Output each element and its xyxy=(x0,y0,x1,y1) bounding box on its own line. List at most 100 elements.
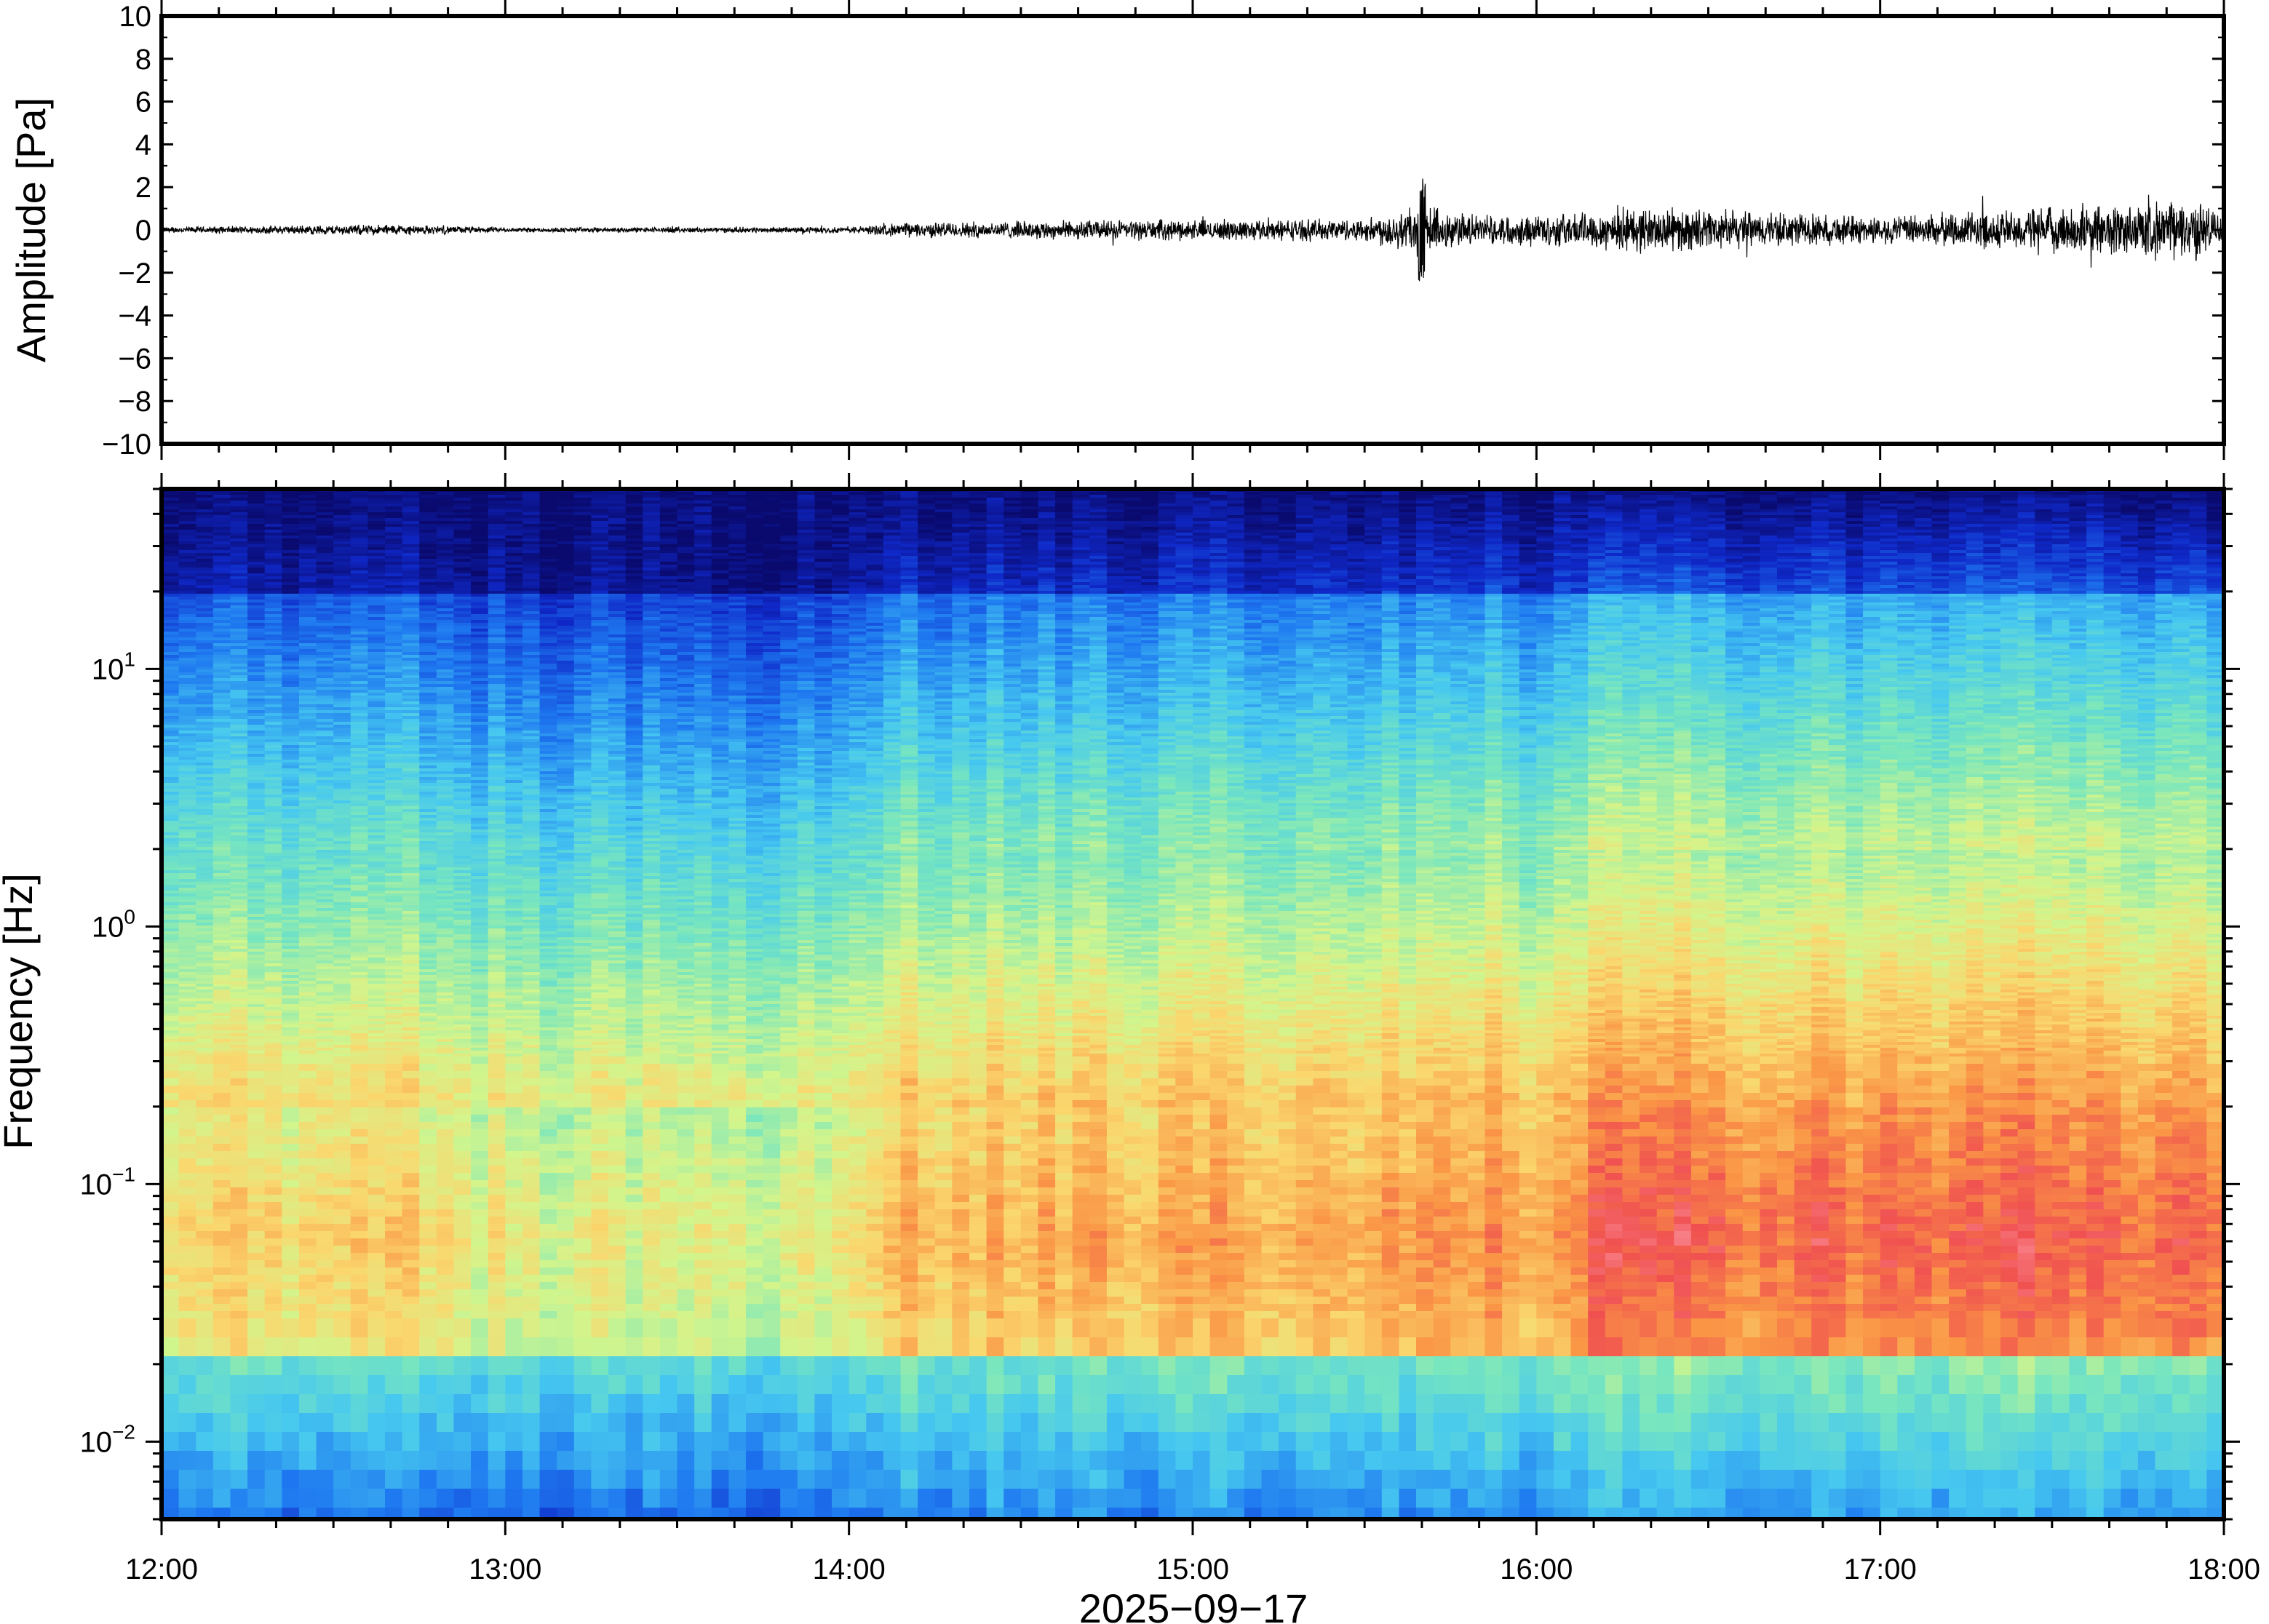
spectrogram-cell xyxy=(282,815,300,819)
spectrogram-cell xyxy=(367,923,386,926)
spectrogram-cell xyxy=(247,1007,266,1011)
spectrogram-cell xyxy=(453,1056,472,1064)
spectrogram-cell xyxy=(230,530,248,533)
spectrogram-cell xyxy=(488,1318,506,1338)
spectrogram-cell xyxy=(385,1260,403,1268)
spectrogram-cell xyxy=(488,1022,506,1025)
spectrogram-cell xyxy=(316,556,334,560)
spectrogram-cell xyxy=(178,585,196,589)
spectrogram-cell xyxy=(367,605,386,609)
spectrogram-cell xyxy=(247,1253,266,1261)
spectrogram-cell xyxy=(453,1195,472,1203)
spectrogram-cell xyxy=(298,1470,317,1489)
spectrogram-cell xyxy=(436,1318,455,1338)
spectrogram-cell xyxy=(402,602,420,606)
spectrogram-cell xyxy=(436,975,455,979)
spectrogram-cell xyxy=(212,891,231,894)
spectrogram-cell xyxy=(247,527,266,530)
spectrogram-cell xyxy=(162,739,180,743)
spectrogram-cell xyxy=(298,1078,317,1086)
spectrogram-cell xyxy=(264,1451,282,1470)
spectrogram-cell xyxy=(212,1217,231,1225)
spectrogram-cell xyxy=(178,1267,196,1275)
spectrogram-cell xyxy=(419,1187,437,1195)
spectrogram-cell xyxy=(488,856,506,859)
spectrogram-cell xyxy=(282,867,300,871)
spectrogram-cell xyxy=(247,661,266,664)
spectrogram-cell xyxy=(247,1394,266,1414)
spectrogram-cell xyxy=(162,501,180,504)
spectrogram-cell xyxy=(298,503,317,507)
spectrogram-cell xyxy=(247,1048,266,1051)
spectrogram-cell xyxy=(196,544,214,548)
spectrogram-cell xyxy=(488,835,506,839)
spectrogram-cell xyxy=(196,748,214,752)
spectrogram-cell xyxy=(247,1078,266,1086)
spectrogram-cell xyxy=(402,594,420,597)
spectrogram-cell xyxy=(316,565,334,568)
spectrogram-cell xyxy=(385,821,403,824)
spectrogram-cell xyxy=(196,815,214,819)
spectrogram-cell xyxy=(247,1451,266,1470)
spectrogram-cell xyxy=(385,981,403,984)
spectrogram-cell xyxy=(471,1238,489,1246)
spectrogram-cell xyxy=(247,501,266,504)
spectrogram-cell xyxy=(212,882,231,885)
spectrogram-cell xyxy=(196,640,214,644)
spectrogram-cell xyxy=(264,765,282,769)
spectrogram-cell xyxy=(453,675,472,679)
spectrogram-cell xyxy=(298,1019,317,1022)
spectrogram-cell xyxy=(264,920,282,923)
spectrogram-cell xyxy=(436,719,455,723)
spectrogram-cell xyxy=(385,655,403,658)
spectrogram-cell xyxy=(298,931,317,935)
spectrogram-cell xyxy=(212,760,231,763)
spectrogram-cell xyxy=(212,1027,231,1031)
spectrogram-cell xyxy=(385,1394,403,1414)
spectrogram-cell xyxy=(419,568,437,571)
spectrogram-cell xyxy=(419,981,437,984)
spectrogram-cell xyxy=(453,917,472,920)
spectrogram-cell xyxy=(419,1144,437,1152)
spectrogram-cell xyxy=(178,1238,196,1246)
spectrogram-cell xyxy=(350,602,368,606)
spectrogram-cell xyxy=(385,553,403,557)
spectrogram-cell xyxy=(488,879,506,883)
spectrogram-cell xyxy=(402,829,420,833)
spectrogram-cell xyxy=(488,611,506,615)
spectrogram-cell xyxy=(488,533,506,536)
spectrogram-cell xyxy=(162,640,180,644)
spectrogram-cell xyxy=(367,969,386,973)
spectrogram-cell xyxy=(333,786,351,789)
spectrogram-cell xyxy=(316,992,334,996)
spectrogram-cell xyxy=(333,646,351,650)
spectrogram-cell xyxy=(196,1238,214,1246)
spectrogram-cell xyxy=(178,1115,196,1123)
spectrogram-cell xyxy=(298,1071,317,1079)
spectrogram-cell xyxy=(419,1470,437,1489)
spectrogram-cell xyxy=(367,783,386,787)
spectrogram-cell xyxy=(419,707,437,711)
spectrogram-cell xyxy=(212,966,231,970)
spectrogram-cell xyxy=(436,1151,455,1159)
spectrogram-cell xyxy=(333,1224,351,1232)
spectrogram-cell xyxy=(178,774,196,778)
spectrogram-cell xyxy=(247,949,266,952)
spectrogram-cell xyxy=(247,885,266,888)
spectrogram-cell xyxy=(178,870,196,874)
spectrogram-cell xyxy=(282,1180,300,1188)
spectrogram-cell xyxy=(162,1432,180,1452)
spectrogram-cell xyxy=(402,963,420,967)
spectrogram-cell xyxy=(230,966,248,970)
spectrogram-cell xyxy=(385,547,403,551)
spectrogram-cell xyxy=(436,786,455,789)
spectrogram-cell xyxy=(212,533,231,536)
spectrogram-cell xyxy=(298,899,317,903)
spectrogram-cell xyxy=(436,792,455,795)
spectrogram-cell xyxy=(402,1195,420,1203)
spectrogram-cell xyxy=(488,870,506,874)
spectrogram-cell xyxy=(196,847,214,851)
spectrogram-cell xyxy=(385,995,403,999)
spectrogram-cell xyxy=(162,1297,180,1305)
spectrogram-cell xyxy=(488,501,506,504)
